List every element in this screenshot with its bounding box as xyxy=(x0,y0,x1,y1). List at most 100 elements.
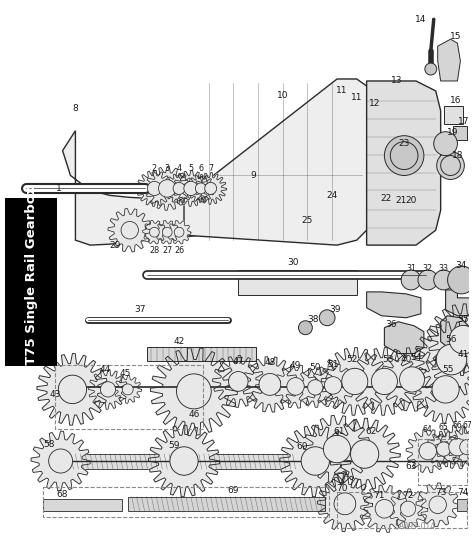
Text: 73: 73 xyxy=(435,488,447,497)
Polygon shape xyxy=(384,322,424,354)
Circle shape xyxy=(447,266,474,294)
Polygon shape xyxy=(114,375,142,403)
Text: 69: 69 xyxy=(228,487,239,495)
Bar xyxy=(454,126,467,140)
Text: 23: 23 xyxy=(399,139,410,148)
Polygon shape xyxy=(329,418,400,490)
Polygon shape xyxy=(280,425,351,497)
Polygon shape xyxy=(366,292,421,318)
Polygon shape xyxy=(414,322,474,397)
Polygon shape xyxy=(242,356,298,412)
Text: 10: 10 xyxy=(277,91,289,100)
Polygon shape xyxy=(137,171,172,206)
Polygon shape xyxy=(37,354,108,425)
Circle shape xyxy=(228,372,248,392)
Polygon shape xyxy=(406,429,449,473)
Text: 67: 67 xyxy=(463,421,472,430)
Text: 26: 26 xyxy=(174,246,184,254)
Text: 62: 62 xyxy=(366,427,377,436)
Bar xyxy=(147,347,256,361)
Text: 3: 3 xyxy=(165,164,170,173)
Polygon shape xyxy=(366,81,441,245)
Text: 15: 15 xyxy=(450,32,461,40)
Polygon shape xyxy=(441,316,467,352)
Text: 16: 16 xyxy=(450,96,461,105)
Text: 27: 27 xyxy=(162,246,173,254)
Text: 71: 71 xyxy=(373,491,384,501)
Polygon shape xyxy=(274,364,317,408)
Polygon shape xyxy=(361,485,408,532)
Text: 11: 11 xyxy=(336,86,348,96)
Circle shape xyxy=(319,310,335,326)
Polygon shape xyxy=(446,290,470,316)
Text: 4: 4 xyxy=(177,164,182,173)
Bar xyxy=(457,499,467,511)
Polygon shape xyxy=(155,220,179,244)
Polygon shape xyxy=(317,476,373,532)
Text: 53: 53 xyxy=(383,355,394,364)
Text: 30: 30 xyxy=(287,258,298,267)
FancyBboxPatch shape xyxy=(5,198,57,366)
Text: 55: 55 xyxy=(442,365,453,374)
Circle shape xyxy=(449,326,474,354)
Text: 28: 28 xyxy=(149,246,159,254)
Text: 22: 22 xyxy=(381,194,392,203)
Polygon shape xyxy=(108,208,151,252)
Circle shape xyxy=(384,136,424,176)
Circle shape xyxy=(170,447,198,475)
Circle shape xyxy=(449,438,466,456)
Circle shape xyxy=(100,382,116,397)
Polygon shape xyxy=(184,79,372,245)
Text: 43: 43 xyxy=(50,390,61,399)
Text: 49: 49 xyxy=(290,361,301,370)
Circle shape xyxy=(425,63,437,75)
Polygon shape xyxy=(351,348,418,415)
Polygon shape xyxy=(381,348,444,411)
Text: 35: 35 xyxy=(457,315,469,324)
Text: 37: 37 xyxy=(134,305,146,314)
Circle shape xyxy=(176,374,211,409)
Circle shape xyxy=(184,181,198,195)
Polygon shape xyxy=(412,355,474,423)
Text: 64: 64 xyxy=(423,424,433,434)
Polygon shape xyxy=(436,426,474,469)
Circle shape xyxy=(205,183,217,194)
Circle shape xyxy=(401,501,416,516)
Text: 47: 47 xyxy=(233,357,244,366)
Text: 45: 45 xyxy=(119,369,130,378)
Circle shape xyxy=(299,321,312,335)
Bar xyxy=(418,439,467,485)
Polygon shape xyxy=(173,171,209,206)
Text: 50: 50 xyxy=(310,363,321,372)
Polygon shape xyxy=(213,355,264,407)
Text: 14: 14 xyxy=(415,15,427,24)
Text: 56: 56 xyxy=(446,335,457,344)
Circle shape xyxy=(434,270,454,290)
Circle shape xyxy=(121,221,138,239)
Circle shape xyxy=(173,183,185,194)
Circle shape xyxy=(371,368,397,395)
Circle shape xyxy=(122,384,133,395)
Text: 66: 66 xyxy=(453,421,462,430)
Polygon shape xyxy=(187,174,215,202)
Circle shape xyxy=(418,270,438,290)
Text: 36: 36 xyxy=(385,320,397,329)
Text: 59: 59 xyxy=(168,441,180,450)
Circle shape xyxy=(158,180,176,197)
Polygon shape xyxy=(388,489,428,529)
Polygon shape xyxy=(438,39,460,81)
Text: 68: 68 xyxy=(57,490,68,500)
Text: 25: 25 xyxy=(302,216,313,225)
Text: 32: 32 xyxy=(423,264,433,273)
Polygon shape xyxy=(146,166,189,210)
Text: 6: 6 xyxy=(198,164,203,173)
Circle shape xyxy=(351,440,379,468)
Text: 51: 51 xyxy=(328,360,339,369)
Text: 12: 12 xyxy=(369,99,380,109)
Text: 19: 19 xyxy=(447,128,458,137)
Text: 8: 8 xyxy=(73,104,78,113)
Text: 61: 61 xyxy=(333,427,345,436)
Polygon shape xyxy=(428,304,474,375)
Text: 20: 20 xyxy=(405,196,417,205)
Bar xyxy=(55,364,203,429)
